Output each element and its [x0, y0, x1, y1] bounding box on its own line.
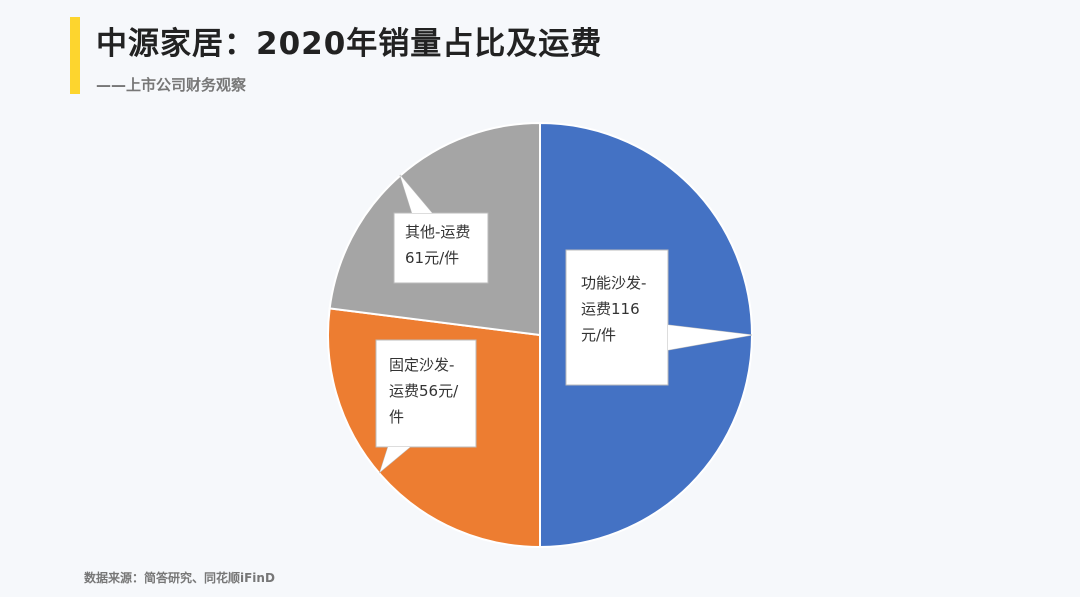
- callout-box: [393, 212, 489, 284]
- callout-joint: [400, 175, 432, 213]
- callout-joint: [380, 447, 410, 472]
- slice-label: 固定沙发-运费56元/件: [389, 356, 459, 426]
- chart-subtitle: ——上市公司财务观察: [96, 76, 247, 94]
- callout-joint: [668, 325, 752, 350]
- source-note: 数据来源：简答研究、同花顺iFinD: [84, 571, 275, 585]
- slice-label: 功能沙发-运费116元/件: [581, 274, 647, 344]
- chart-title: 中源家居：2020年销量占比及运费: [96, 26, 603, 62]
- slice-label: 其他-运费61元/件: [405, 223, 471, 267]
- title-accent: [70, 17, 80, 94]
- callout-box: [565, 249, 669, 386]
- callout-box: [375, 339, 477, 448]
